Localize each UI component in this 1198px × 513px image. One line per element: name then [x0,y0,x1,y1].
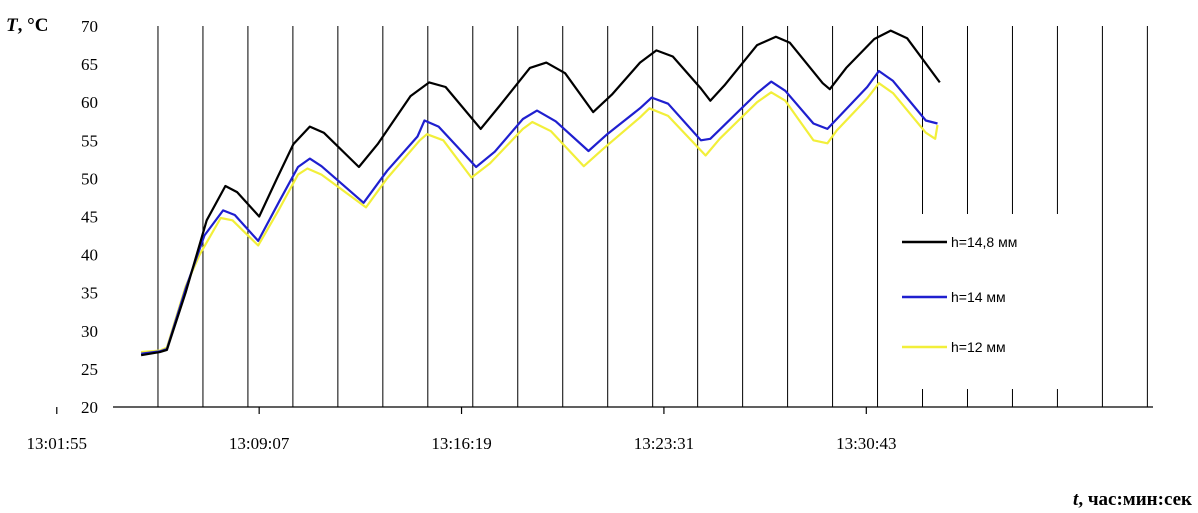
y-tick-label: 70 [81,17,98,36]
y-tick-label: 45 [81,208,98,227]
x-tick-label: 13:09:07 [229,434,290,453]
legend-label: h=14,8 мм [951,234,1017,250]
series-line-0 [140,29,941,357]
y-tick-label: 65 [81,55,98,74]
y-axis-unit: , °C [18,15,49,36]
y-tick-label: 50 [81,169,98,188]
y-tick-label: 25 [81,360,98,379]
y-axis-title: T, °C [6,15,48,36]
series-line-2 [141,82,939,354]
y-axis-ticks: 20 25 30 35 40 45 50 55 60 65 70 [81,17,98,417]
y-tick-label: 35 [81,284,98,303]
y-tick-label: 30 [81,322,98,341]
y-tick-label: 55 [81,131,98,150]
y-axis-symbol: T [6,15,19,36]
legend-label: h=12 мм [951,339,1006,355]
x-axis-symbol: t [1073,489,1079,510]
series-lines [140,29,941,357]
x-tick-label: 13:01:55 [27,434,87,453]
x-axis-ticks: 13:01:55 13:09:07 13:16:19 13:23:31 13:30:43 [27,407,897,453]
x-axis-title: t, час:мин:сек [1073,489,1192,510]
y-tick-label: 40 [81,246,98,265]
legend-label: h=14 мм [951,289,1006,305]
legend: h=14,8 мм h=14 мм h=12 мм [880,214,1070,389]
x-tick-label: 13:16:19 [431,434,491,453]
y-tick-label: 60 [81,93,98,112]
x-tick-label: 13:23:31 [634,434,694,453]
x-tick-label: 13:30:43 [836,434,896,453]
y-tick-label: 20 [81,398,98,417]
x-axis-unit: , час:мин:сек [1078,489,1192,510]
series-line-1 [140,69,938,355]
